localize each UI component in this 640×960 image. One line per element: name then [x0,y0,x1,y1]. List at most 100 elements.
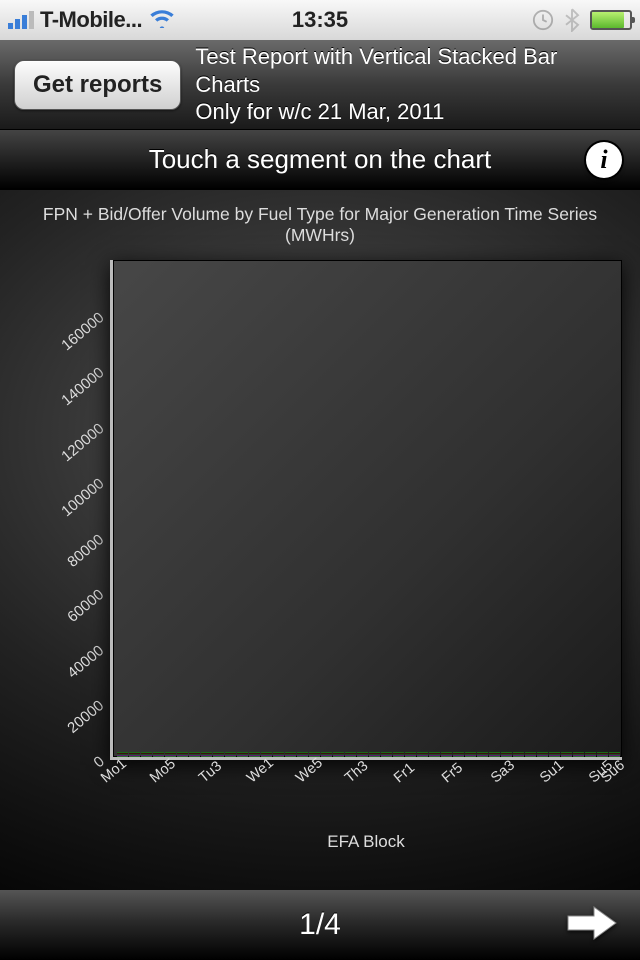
x-tick: Th3 [342,758,371,786]
status-left: T-Mobile... [8,6,532,34]
bar[interactable] [345,752,356,757]
x-axis-label: EFA Block [110,832,622,852]
bar[interactable] [525,752,536,757]
bar[interactable] [201,752,212,757]
wifi-icon [148,6,176,34]
bar-segment[interactable] [189,756,200,757]
chart-prompt: Touch a segment on the chart [149,144,492,175]
bar[interactable] [513,752,524,757]
bar[interactable] [393,752,404,757]
bar[interactable] [213,752,224,757]
bar-segment[interactable] [405,756,416,757]
nav-header: Get reports Test Report with Vertical St… [0,40,640,130]
bar-segment[interactable] [513,756,524,757]
y-tick: 60000 [65,586,108,626]
bar[interactable] [489,752,500,757]
bar-segment[interactable] [525,756,536,757]
bar[interactable] [333,752,344,757]
x-tick: Fr5 [439,760,466,786]
bar-segment[interactable] [345,756,356,757]
y-tick: 20000 [65,697,108,737]
bar[interactable] [561,752,572,757]
bar[interactable] [321,752,332,757]
bar[interactable] [465,752,476,757]
bar-segment[interactable] [393,756,404,757]
y-tick: 100000 [58,475,107,520]
bar[interactable] [405,752,416,757]
bar[interactable] [357,752,368,757]
bar-segment[interactable] [465,756,476,757]
bar[interactable] [129,752,140,757]
activity-icon [532,9,554,31]
bar[interactable] [153,752,164,757]
bluetooth-icon [564,8,580,32]
clock: 13:35 [292,7,348,33]
plot[interactable] [110,260,622,760]
bar-segment[interactable] [297,756,308,757]
next-page-button[interactable] [564,903,620,948]
bar[interactable] [597,752,608,757]
bar-segment[interactable] [573,756,584,757]
bar[interactable] [453,752,464,757]
bar[interactable] [441,752,452,757]
bar[interactable] [573,752,584,757]
info-button[interactable]: i [586,142,622,178]
bar[interactable] [585,752,596,757]
bar-segment[interactable] [561,756,572,757]
bar[interactable] [381,752,392,757]
status-bar: T-Mobile... 13:35 [0,0,640,40]
carrier-label: T-Mobile... [40,7,142,33]
bar-segment[interactable] [249,756,260,757]
title-line-1: Test Report with Vertical Stacked Bar Ch… [195,44,557,97]
bar-segment[interactable] [285,756,296,757]
bar[interactable] [417,752,428,757]
bar[interactable] [249,752,260,757]
get-reports-button[interactable]: Get reports [14,60,181,110]
bar-segment[interactable] [129,756,140,757]
bar-segment[interactable] [225,756,236,757]
bar-segment[interactable] [609,756,620,757]
bar[interactable] [501,752,512,757]
bar-segment[interactable] [537,756,548,757]
bar[interactable] [225,752,236,757]
bar-segment[interactable] [549,756,560,757]
bar-segment[interactable] [201,756,212,757]
bar-segment[interactable] [453,756,464,757]
chart-title: FPN + Bid/Offer Volume by Fuel Type for … [18,204,622,246]
bar-segment[interactable] [141,756,152,757]
bar-segment[interactable] [417,756,428,757]
bar-segment[interactable] [237,756,248,757]
bar[interactable] [609,752,620,757]
bar[interactable] [549,752,560,757]
bar-segment[interactable] [441,756,452,757]
bar[interactable] [189,752,200,757]
bar-segment[interactable] [273,756,284,757]
bar[interactable] [237,752,248,757]
bar-segment[interactable] [477,756,488,757]
bar-segment[interactable] [489,756,500,757]
bar[interactable] [369,752,380,757]
page-title: Test Report with Vertical Stacked Bar Ch… [195,43,626,126]
bar-segment[interactable] [153,756,164,757]
bar-segment[interactable] [429,756,440,757]
bar-segment[interactable] [333,756,344,757]
bar[interactable] [177,752,188,757]
plot-wrap: 0200004000060000800001000001200001400001… [18,260,622,820]
bar-segment[interactable] [585,756,596,757]
bar[interactable] [429,752,440,757]
bar[interactable] [297,752,308,757]
bar-segment[interactable] [321,756,332,757]
bar-segment[interactable] [177,756,188,757]
bar[interactable] [141,752,152,757]
bar[interactable] [273,752,284,757]
bar-segment[interactable] [213,756,224,757]
bar[interactable] [477,752,488,757]
bar[interactable] [537,752,548,757]
bar[interactable] [285,752,296,757]
y-tick: 160000 [58,309,107,354]
bar-segment[interactable] [597,756,608,757]
x-axis: Mo1Mo5Tu3We1We5Th3Fr1Fr5Sa3Su1Su5Su6 [110,764,622,820]
bar-segment[interactable] [369,756,380,757]
bar-segment[interactable] [357,756,368,757]
bar-segment[interactable] [381,756,392,757]
